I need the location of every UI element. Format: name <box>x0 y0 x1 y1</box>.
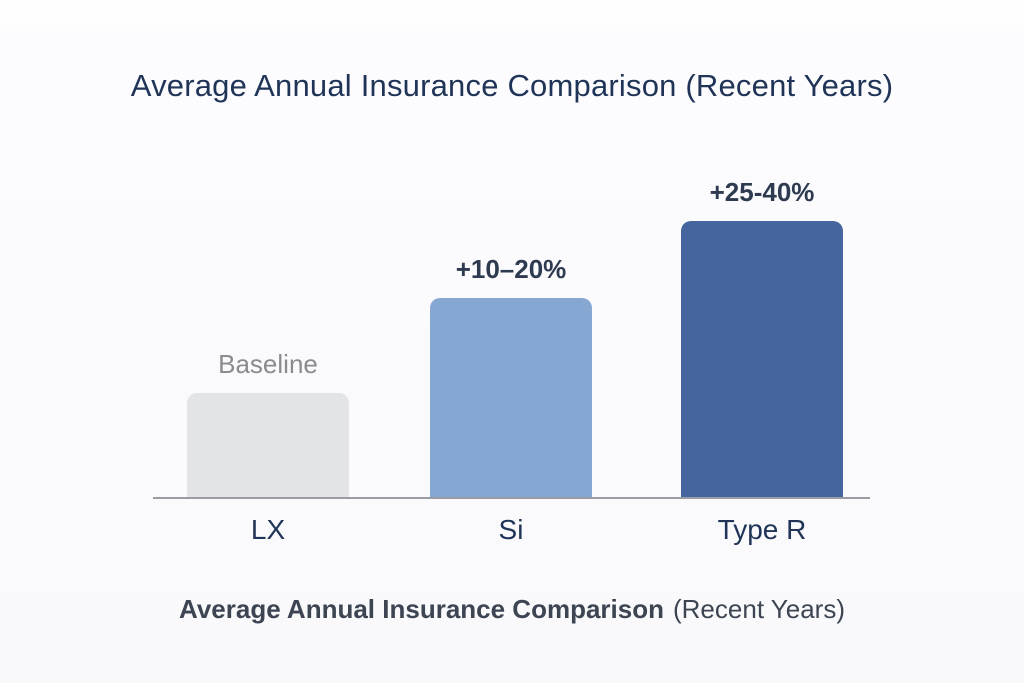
x-axis-line <box>153 497 870 499</box>
chart-caption: Average Annual Insurance Comparison (Rece… <box>0 595 1024 624</box>
bar-value-label-si: +10–20% <box>455 254 567 284</box>
category-label-lx: LX <box>250 514 286 545</box>
caption-sub: (Recent Years) <box>673 594 845 624</box>
caption-main: Average Annual Insurance Comparison <box>179 594 664 624</box>
bar-value-label-type-r: +25-40% <box>709 177 815 207</box>
bar-si <box>430 298 592 497</box>
category-label-type-r: Type R <box>717 514 807 545</box>
category-label-si: Si <box>498 514 524 545</box>
bar-value-label-lx: Baseline <box>218 349 318 379</box>
chart-title: Average Annual Insurance Comparison (Rec… <box>130 68 894 103</box>
bar-lx <box>187 393 349 497</box>
bar-type-r <box>681 221 843 497</box>
